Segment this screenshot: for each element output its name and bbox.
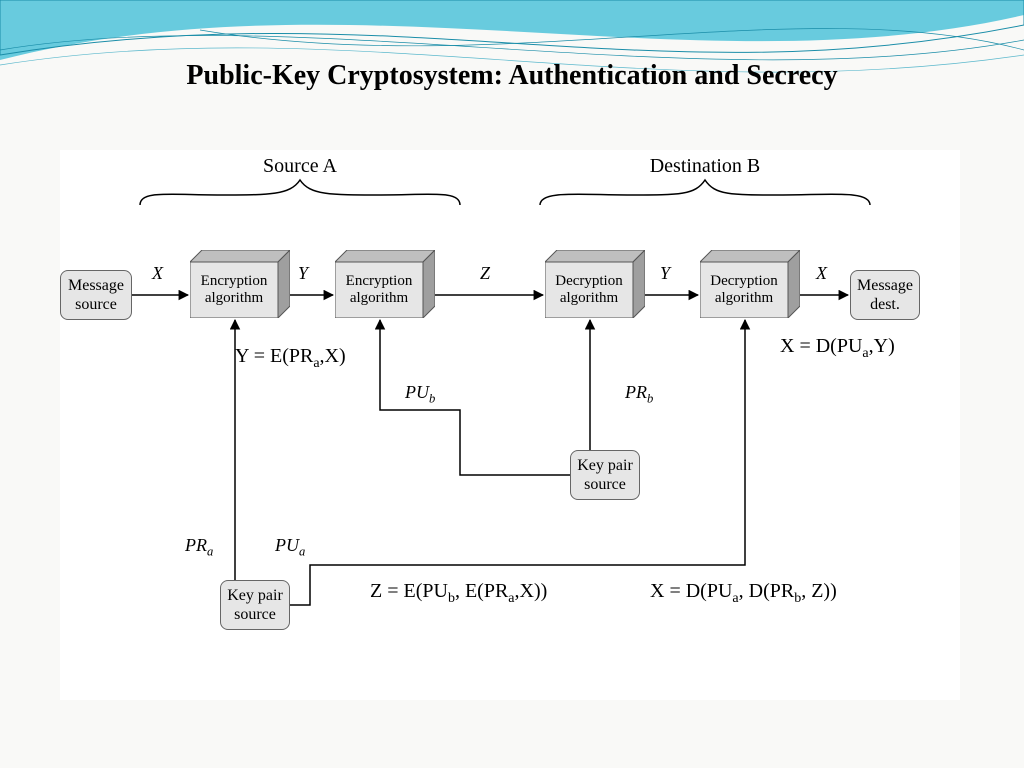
brace-source-a: [140, 180, 460, 205]
edge-label-x2: X: [816, 263, 827, 284]
edge-label-y1: Y: [298, 263, 308, 284]
brace-label-source: Source A: [140, 155, 460, 178]
edge-label-pra: PRa: [185, 535, 213, 560]
cryptosystem-diagram: Source A Destination B Messagesource Mes…: [60, 150, 960, 700]
edge-label-x1: X: [152, 263, 163, 284]
formula-x1: X = D(PUa,Y): [780, 335, 895, 362]
edge-label-pub: PUb: [405, 382, 435, 407]
node-keypair-a: Key pairsource: [220, 580, 290, 630]
brace-dest-b: [540, 180, 870, 205]
formula-x2: X = D(PUa, D(PRb, Z)): [650, 580, 837, 607]
page-title: Public-Key Cryptosystem: Authentication …: [0, 60, 1024, 92]
edge-label-y2: Y: [660, 263, 670, 284]
formula-y: Y = E(PRa,X): [235, 345, 346, 372]
node-message-dest: Messagedest.: [850, 270, 920, 320]
edge-label-z: Z: [480, 263, 490, 284]
edge-label-pua: PUa: [275, 535, 305, 560]
formula-z: Z = E(PUb, E(PRa,X)): [370, 580, 547, 607]
brace-label-dest: Destination B: [540, 155, 870, 178]
node-keypair-b: Key pairsource: [570, 450, 640, 500]
node-message-source: Messagesource: [60, 270, 132, 320]
edge-label-prb: PRb: [625, 382, 653, 407]
